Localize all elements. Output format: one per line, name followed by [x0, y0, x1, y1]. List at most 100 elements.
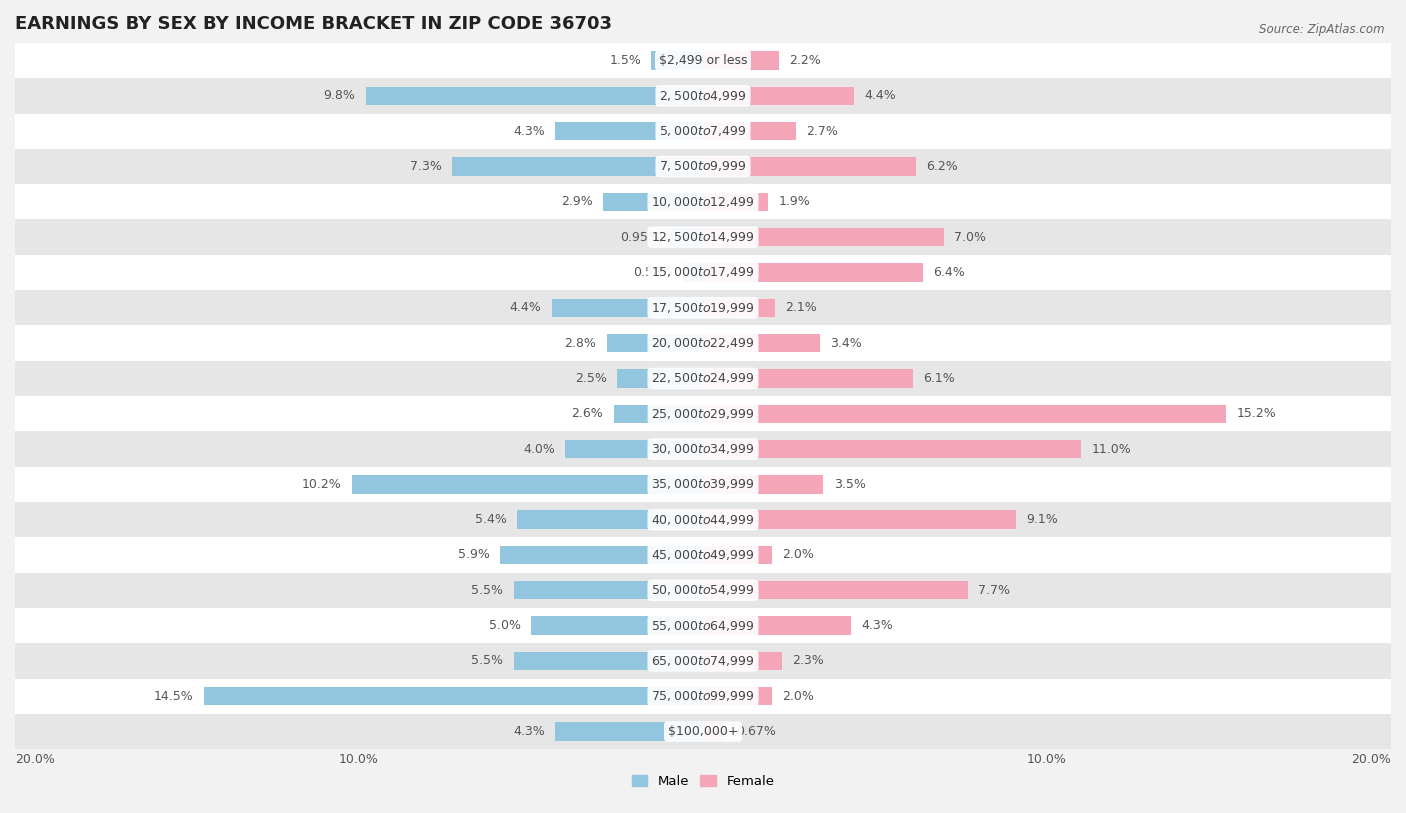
Text: 4.3%: 4.3%	[862, 620, 893, 633]
Legend: Male, Female: Male, Female	[626, 770, 780, 793]
Bar	[703, 334, 820, 352]
Bar	[15, 679, 1391, 714]
Bar	[15, 149, 1391, 185]
Text: 5.9%: 5.9%	[458, 549, 489, 562]
Bar	[703, 157, 917, 176]
Text: 3.4%: 3.4%	[831, 337, 862, 350]
Text: $65,000 to $74,999: $65,000 to $74,999	[651, 654, 755, 668]
Text: 5.5%: 5.5%	[471, 654, 503, 667]
Bar	[451, 157, 703, 176]
Text: 11.0%: 11.0%	[1091, 442, 1132, 455]
Bar	[15, 537, 1391, 572]
Text: 1.9%: 1.9%	[779, 195, 810, 208]
Text: 0.67%: 0.67%	[737, 725, 776, 738]
Bar	[15, 220, 1391, 254]
Bar	[703, 263, 924, 281]
Bar	[15, 608, 1391, 643]
Bar	[555, 723, 703, 741]
Text: 1.5%: 1.5%	[609, 54, 641, 67]
Bar	[15, 43, 1391, 78]
Text: $5,000 to $7,499: $5,000 to $7,499	[659, 124, 747, 138]
Text: 14.5%: 14.5%	[155, 689, 194, 702]
Bar	[15, 502, 1391, 537]
Text: 4.4%: 4.4%	[865, 89, 897, 102]
Text: $20,000 to $22,499: $20,000 to $22,499	[651, 336, 755, 350]
Text: 7.7%: 7.7%	[979, 584, 1010, 597]
Text: 10.0%: 10.0%	[1026, 754, 1067, 767]
Text: 4.3%: 4.3%	[513, 124, 544, 137]
Bar	[513, 581, 703, 599]
Text: 0.95%: 0.95%	[620, 231, 659, 244]
Text: 5.0%: 5.0%	[489, 620, 520, 633]
Text: 20.0%: 20.0%	[15, 754, 55, 767]
Text: $22,500 to $24,999: $22,500 to $24,999	[651, 372, 755, 385]
Bar	[15, 361, 1391, 396]
Text: $55,000 to $64,999: $55,000 to $64,999	[651, 619, 755, 633]
Text: $100,000+: $100,000+	[668, 725, 738, 738]
Text: 15.2%: 15.2%	[1236, 407, 1277, 420]
Bar	[703, 87, 855, 105]
Text: 6.1%: 6.1%	[924, 372, 955, 385]
Bar	[703, 475, 824, 493]
Text: 2.0%: 2.0%	[782, 549, 814, 562]
Bar	[15, 290, 1391, 325]
Text: $45,000 to $49,999: $45,000 to $49,999	[651, 548, 755, 562]
Text: $15,000 to $17,499: $15,000 to $17,499	[651, 266, 755, 280]
Text: $30,000 to $34,999: $30,000 to $34,999	[651, 442, 755, 456]
Bar	[683, 263, 703, 281]
Bar	[15, 643, 1391, 679]
Text: 20.0%: 20.0%	[1351, 754, 1391, 767]
Bar	[606, 334, 703, 352]
Text: 4.0%: 4.0%	[523, 442, 555, 455]
Text: 7.0%: 7.0%	[955, 231, 986, 244]
Text: 2.1%: 2.1%	[786, 302, 817, 315]
Bar	[501, 546, 703, 564]
Bar	[671, 228, 703, 246]
Bar	[551, 298, 703, 317]
Text: EARNINGS BY SEX BY INCOME BRACKET IN ZIP CODE 36703: EARNINGS BY SEX BY INCOME BRACKET IN ZIP…	[15, 15, 612, 33]
Bar	[565, 440, 703, 459]
Bar	[366, 87, 703, 105]
Text: $50,000 to $54,999: $50,000 to $54,999	[651, 583, 755, 598]
Text: 6.4%: 6.4%	[934, 266, 966, 279]
Bar	[603, 193, 703, 211]
Bar	[651, 51, 703, 70]
Text: $75,000 to $99,999: $75,000 to $99,999	[651, 689, 755, 703]
Bar	[15, 325, 1391, 361]
Bar	[15, 467, 1391, 502]
Bar	[15, 396, 1391, 432]
Text: 2.2%: 2.2%	[789, 54, 821, 67]
Bar	[703, 723, 725, 741]
Bar	[204, 687, 703, 706]
Bar	[703, 122, 796, 141]
Text: Source: ZipAtlas.com: Source: ZipAtlas.com	[1260, 23, 1385, 36]
Bar	[703, 440, 1081, 459]
Text: 3.5%: 3.5%	[834, 478, 866, 491]
Bar	[15, 78, 1391, 114]
Bar	[15, 714, 1391, 750]
Text: 7.3%: 7.3%	[409, 160, 441, 173]
Bar	[352, 475, 703, 493]
Bar	[617, 369, 703, 388]
Bar	[15, 254, 1391, 290]
Bar	[703, 511, 1017, 528]
Text: 0.58%: 0.58%	[633, 266, 672, 279]
Text: 6.2%: 6.2%	[927, 160, 959, 173]
Text: $25,000 to $29,999: $25,000 to $29,999	[651, 406, 755, 420]
Bar	[703, 193, 768, 211]
Bar	[513, 652, 703, 670]
Bar	[703, 546, 772, 564]
Text: 2.3%: 2.3%	[793, 654, 824, 667]
Bar	[703, 51, 779, 70]
Text: $12,500 to $14,999: $12,500 to $14,999	[651, 230, 755, 244]
Text: 4.4%: 4.4%	[509, 302, 541, 315]
Bar	[703, 298, 775, 317]
Text: $7,500 to $9,999: $7,500 to $9,999	[659, 159, 747, 173]
Text: 5.4%: 5.4%	[475, 513, 508, 526]
Bar	[703, 652, 782, 670]
Text: 5.5%: 5.5%	[471, 584, 503, 597]
Bar	[517, 511, 703, 528]
Bar	[703, 405, 1226, 423]
Text: 2.0%: 2.0%	[782, 689, 814, 702]
Bar	[703, 581, 967, 599]
